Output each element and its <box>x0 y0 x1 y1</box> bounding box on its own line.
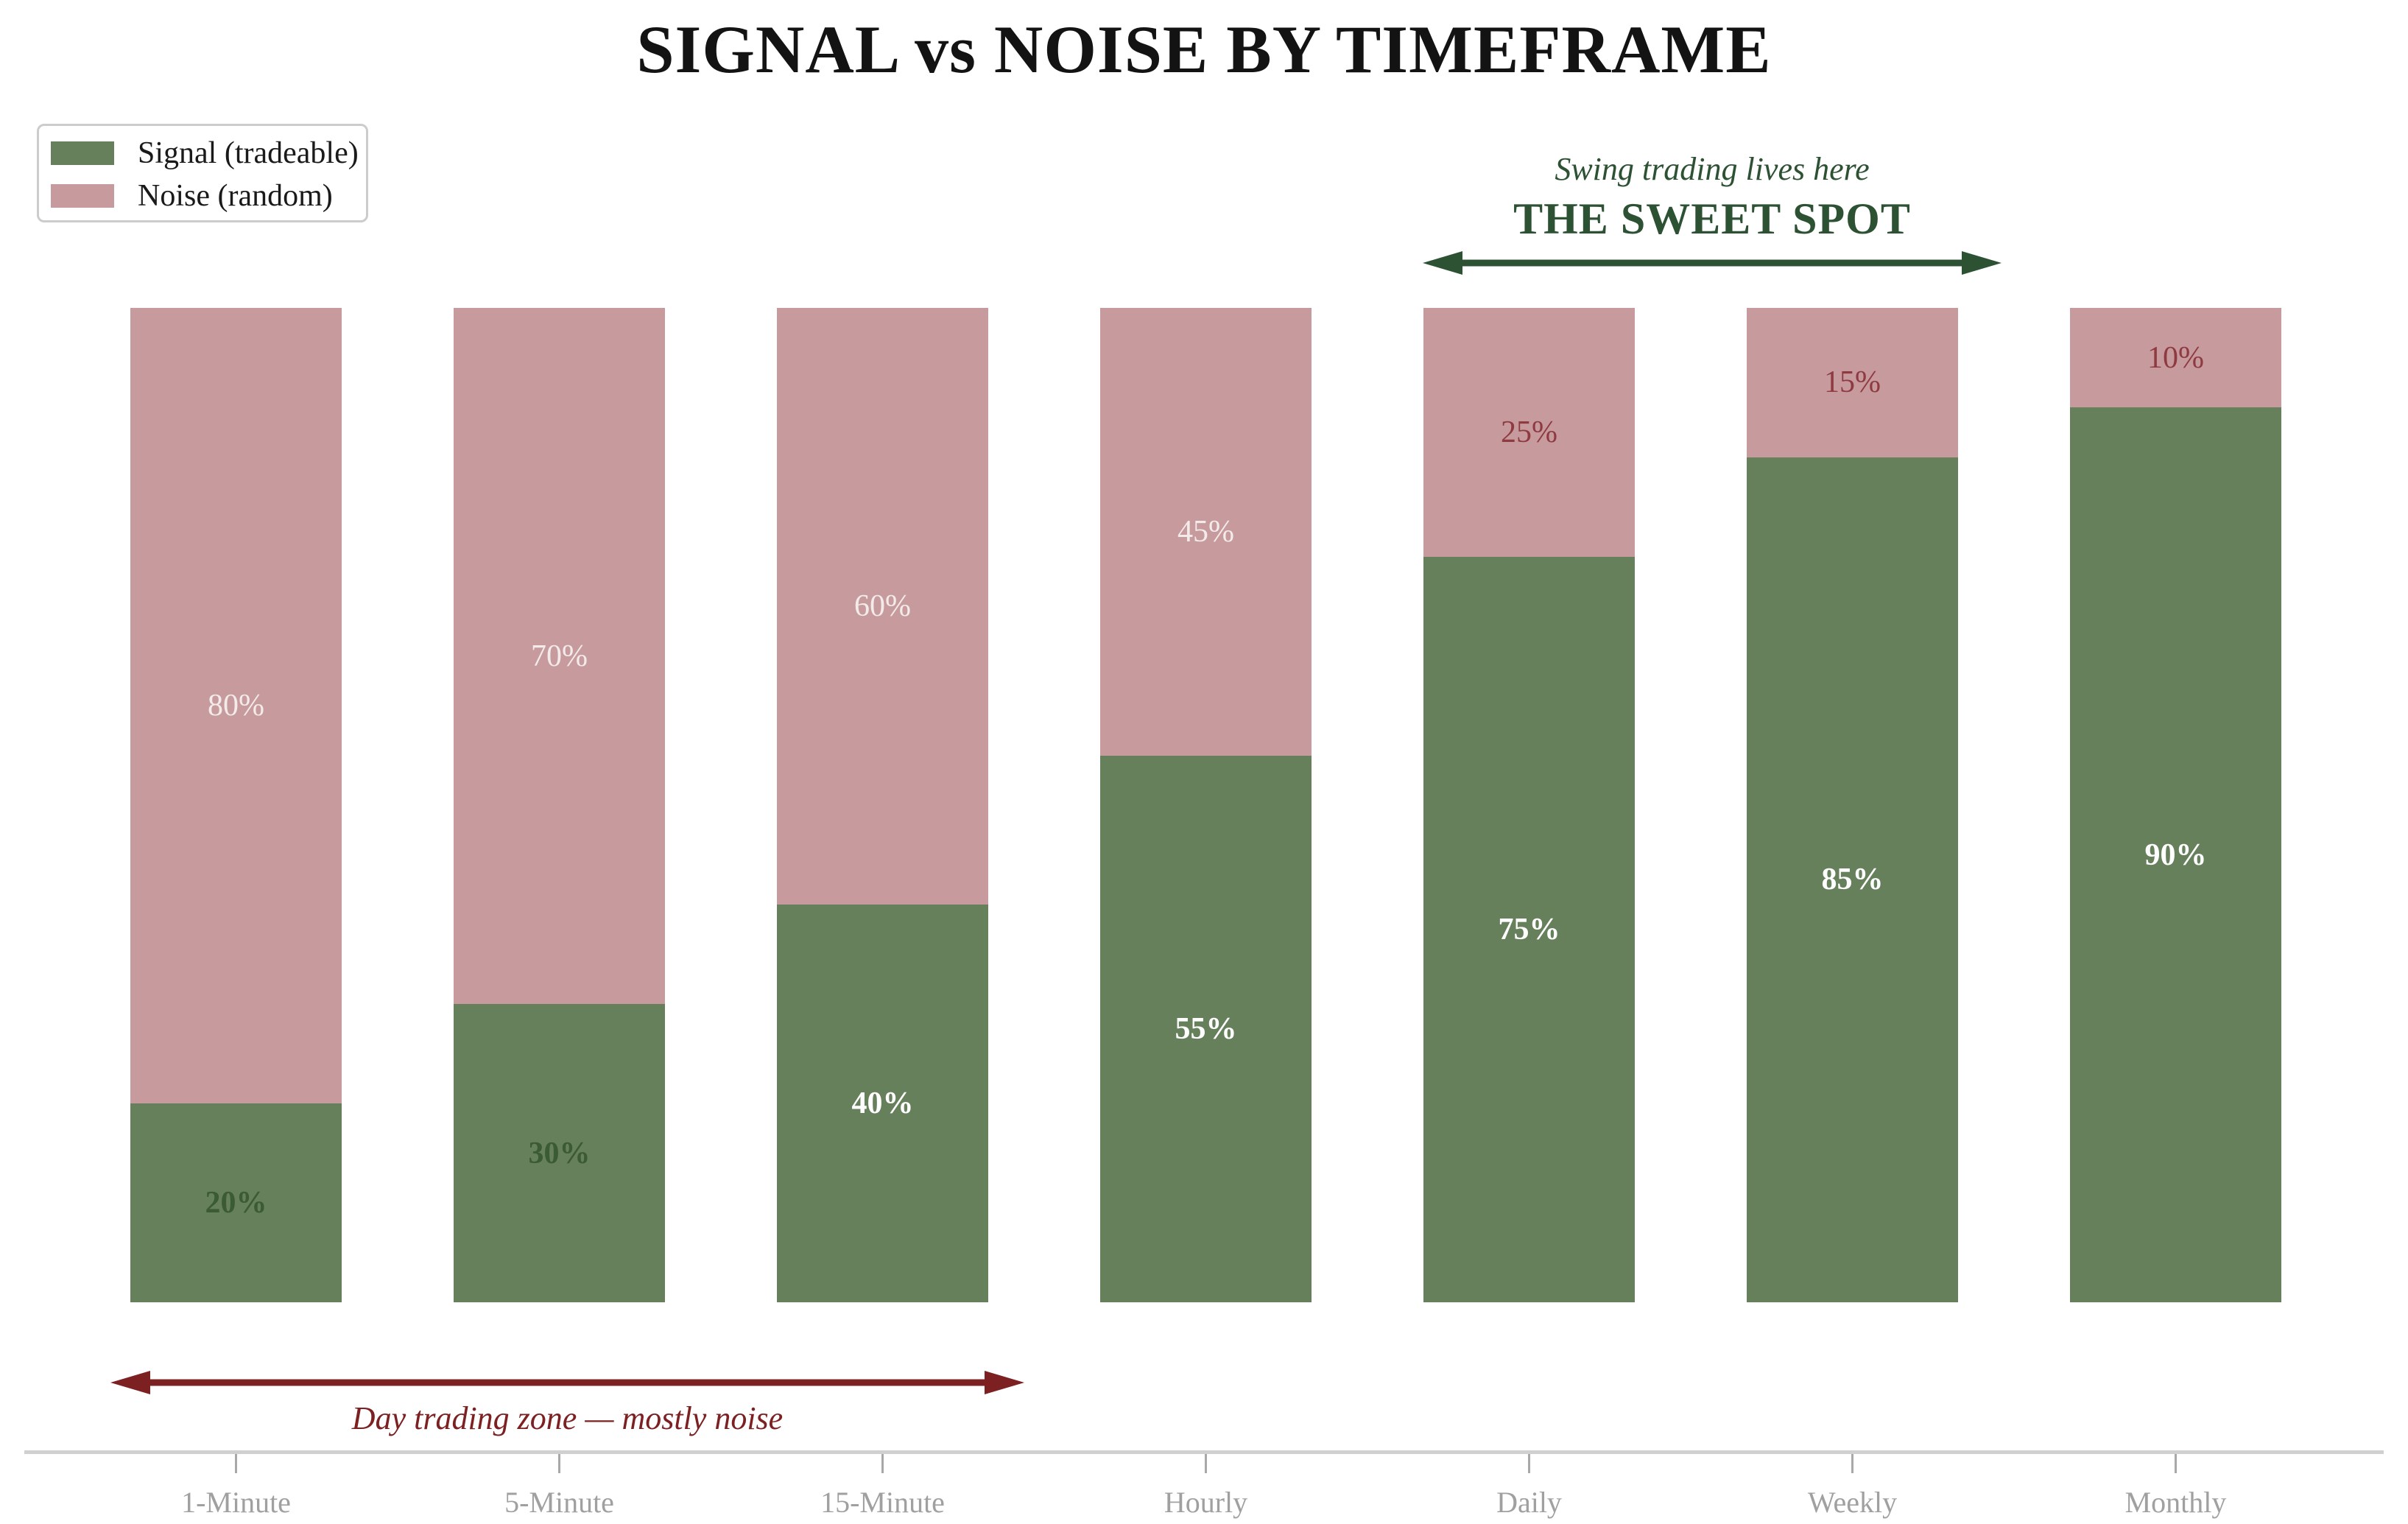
legend-item-noise: Noise (random) <box>51 175 366 217</box>
x-axis-tick <box>558 1454 560 1473</box>
bar-segment-noise: 10% <box>2070 308 2281 407</box>
signal-value-label: 55% <box>1175 1011 1237 1046</box>
signal-value-label: 85% <box>1821 863 1884 897</box>
day-trading-label: Day trading zone — mostly noise <box>351 1400 784 1436</box>
bar-segment-signal: 75% <box>1423 556 1635 1302</box>
bar-segment-signal: 30% <box>454 1004 665 1302</box>
bar-15-minute: 60% 40% <box>777 308 988 1302</box>
sweet-spot-title: THE SWEET SPOT <box>1513 194 1911 243</box>
chart-title: SIGNAL vs NOISE BY TIMEFRAME <box>636 12 1772 87</box>
legend-swatch-signal <box>51 141 114 165</box>
bar-segment-signal: 85% <box>1747 457 1958 1302</box>
sweet-spot-subtitle: Swing trading lives here <box>1555 151 1870 187</box>
bar-segment-noise: 15% <box>1747 308 1958 457</box>
bar-segment-noise: 60% <box>777 308 988 905</box>
bar-segment-noise: 25% <box>1423 308 1635 557</box>
x-axis-label: 1-Minute <box>181 1486 291 1519</box>
bar-segment-signal: 90% <box>2070 407 2281 1302</box>
sweet-spot-annotation: Swing trading lives here THE SWEET SPOT <box>1421 150 2003 243</box>
signal-value-label: 30% <box>528 1136 591 1170</box>
bar-1-minute: 80% 20% <box>130 308 342 1302</box>
x-axis-tick <box>1528 1454 1530 1473</box>
x-axis-line <box>24 1450 2384 1454</box>
x-axis-label: Daily <box>1496 1486 1562 1519</box>
legend-swatch-noise <box>51 184 114 208</box>
x-axis-label: Weekly <box>1807 1486 1898 1519</box>
day-trading-arrow-icon <box>110 1371 1024 1394</box>
noise-value-label: 45% <box>1177 514 1234 549</box>
x-axis-tick <box>235 1454 237 1473</box>
bar-weekly: 15% 85% <box>1747 308 1958 1302</box>
noise-value-label: 15% <box>1824 365 1881 400</box>
sweet-spot-arrow-icon <box>1423 251 2002 275</box>
noise-value-label: 80% <box>208 689 264 723</box>
bar-monthly: 10% 90% <box>2070 308 2281 1302</box>
bar-5-minute: 70% 30% <box>454 308 665 1302</box>
legend-item-signal: Signal (tradeable) <box>51 132 366 175</box>
noise-value-label: 25% <box>1501 415 1557 449</box>
bar-segment-noise: 80% <box>130 308 342 1103</box>
bar-segment-noise: 45% <box>1100 308 1312 756</box>
x-axis-tick <box>1205 1454 1207 1473</box>
noise-value-label: 70% <box>531 639 588 673</box>
x-axis-label: Hourly <box>1163 1486 1248 1519</box>
legend-label-signal: Signal (tradeable) <box>138 136 359 170</box>
bar-segment-signal: 40% <box>777 905 988 1302</box>
x-axis-label: 5-Minute <box>504 1486 614 1519</box>
bar-segment-signal: 55% <box>1100 755 1312 1302</box>
noise-value-label: 60% <box>854 589 911 623</box>
x-axis-tick <box>2175 1454 2177 1473</box>
x-axis-label: Monthly <box>2124 1486 2227 1519</box>
bar-segment-signal: 20% <box>130 1103 342 1302</box>
x-axis-label: 15-Minute <box>820 1486 945 1519</box>
x-axis-tick <box>881 1454 884 1473</box>
legend: Signal (tradeable) Noise (random) <box>37 124 368 222</box>
x-axis-tick <box>1851 1454 1853 1473</box>
noise-value-label: 10% <box>2147 340 2204 375</box>
bar-segment-noise: 70% <box>454 308 665 1004</box>
signal-value-label: 75% <box>1498 912 1560 947</box>
bar-hourly: 45% 55% <box>1100 308 1312 1302</box>
signal-value-label: 20% <box>205 1186 267 1220</box>
legend-label-noise: Noise (random) <box>138 179 333 213</box>
bar-daily: 25% 75% <box>1423 308 1635 1302</box>
signal-value-label: 90% <box>2144 838 2207 872</box>
signal-value-label: 40% <box>851 1086 914 1120</box>
